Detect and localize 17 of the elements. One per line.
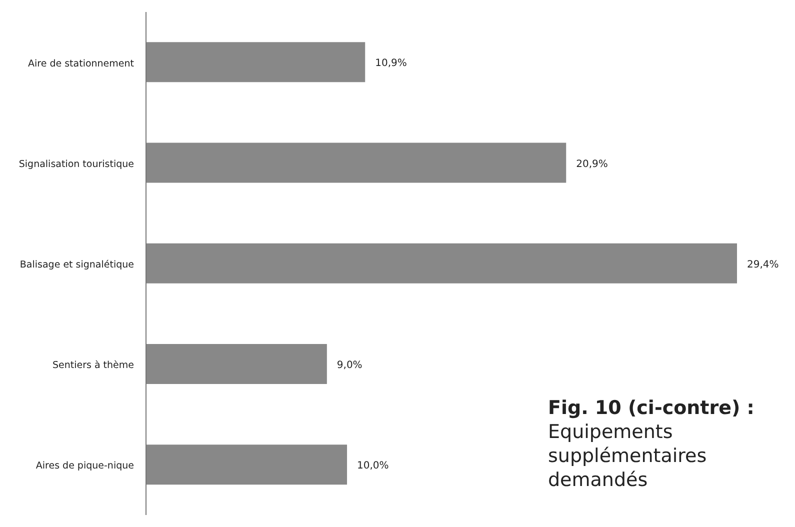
y-tick-label: Balisage et signalétique <box>20 260 134 270</box>
y-tick-label: Aires de pique-nique <box>36 460 134 472</box>
bar <box>146 243 737 284</box>
bar <box>146 344 327 384</box>
y-tick-label: Aire de stationnement <box>28 58 134 70</box>
bar <box>146 444 348 485</box>
data-label: 10,9% <box>375 58 407 70</box>
y-tick-label: Sentiers à thème <box>52 360 134 372</box>
annotation: Fig. 10 (ci-contre) : <box>548 396 756 420</box>
y-tick-label: Signalisation touristique <box>18 158 134 170</box>
data-label: 9,0% <box>336 360 362 371</box>
data-label: 20,9% <box>576 158 608 170</box>
bar <box>146 142 566 183</box>
bar <box>146 42 366 82</box>
data-label: 10,0% <box>357 460 389 472</box>
annotation: Equipements supplémentaires demandés <box>548 420 708 492</box>
data-label: 29,4% <box>747 259 779 270</box>
